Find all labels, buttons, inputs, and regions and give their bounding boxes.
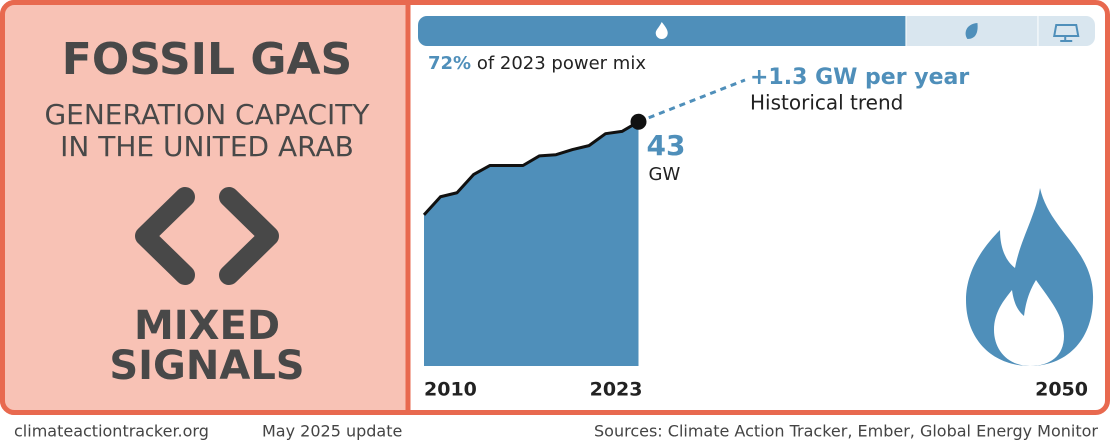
x-tick-label: 2023: [590, 379, 643, 401]
annotation-text: Historical trend: [750, 91, 903, 115]
end-point: [630, 113, 647, 130]
end-value-label: 43: [647, 129, 686, 162]
footer-update: May 2025 update: [262, 422, 402, 441]
verdict: SIGNALS: [109, 343, 304, 389]
left-panel: [0, 0, 411, 415]
x-tick-label: 2010: [424, 379, 477, 401]
mix-icon: [1053, 24, 1080, 42]
end-unit-label: GW: [649, 164, 681, 185]
annotation-title: +1.3 GW per year: [750, 65, 969, 90]
trend-line: [637, 78, 746, 124]
footer-site: climateactiontracker.org: [14, 422, 209, 441]
mix-icon: [965, 23, 978, 39]
line: [422, 120, 640, 216]
verdict: MIXED: [134, 303, 280, 349]
mix-icon: [655, 22, 668, 39]
x-tick-label: 2050: [1035, 379, 1088, 401]
mix-value-label: 72%: [428, 53, 471, 74]
subtitle: GENERATION CAPACITY: [44, 98, 370, 131]
signal-icon: [135, 187, 279, 285]
title: FOSSIL GAS: [62, 34, 352, 85]
mix-bar: [418, 16, 1095, 46]
mix-caption: 72% of 2023 power mix: [428, 53, 646, 74]
footer-sources: Sources: Climate Action Tracker, Ember, …: [594, 422, 1098, 441]
area: [424, 121, 639, 366]
subtitle: IN THE UNITED ARAB: [60, 130, 354, 163]
mix-caption-text: of 2023 power mix: [477, 53, 646, 74]
flame-icon-inner: [994, 280, 1064, 366]
